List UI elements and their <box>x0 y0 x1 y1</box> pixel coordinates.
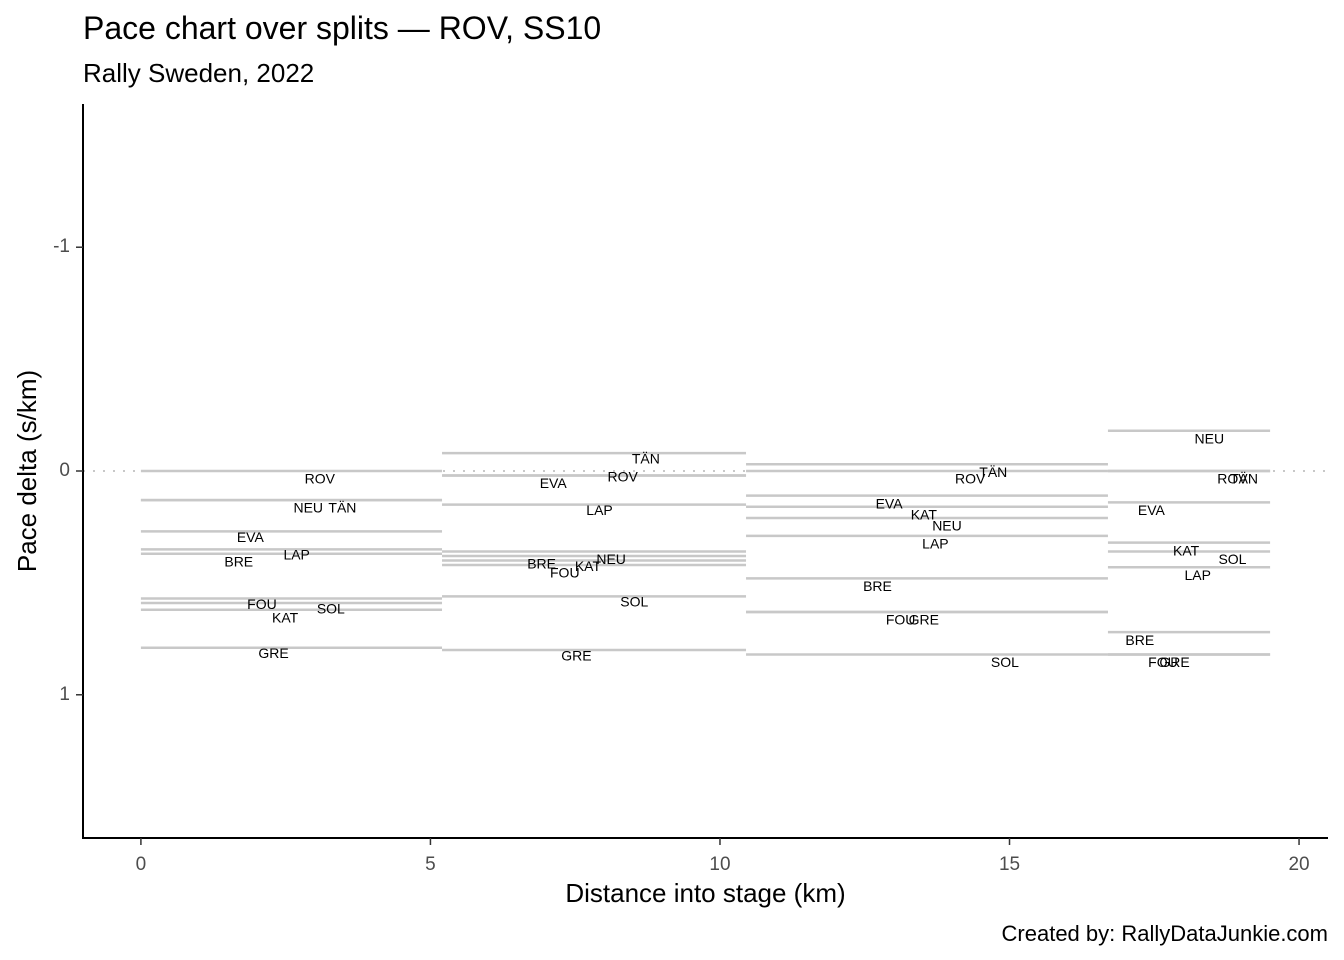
segments-layer <box>83 429 1328 656</box>
driver-label-sol-split-1: SOL <box>317 600 345 616</box>
driver-label-gre-split-2: GRE <box>561 647 591 663</box>
driver-label-fou-split-1: FOU <box>247 596 277 612</box>
x-tick-label: 0 <box>136 854 147 875</box>
driver-label-rov-split-3: ROV <box>955 471 986 487</box>
driver-label-lap-split-1: LAP <box>283 547 309 563</box>
driver-label-bre-split-4: BRE <box>1125 632 1154 648</box>
driver-label-gre-split-3: GRE <box>909 612 939 628</box>
x-tick-label: 20 <box>1288 854 1309 875</box>
driver-label-fou-split-3: FOU <box>886 612 916 628</box>
x-tick-label: 15 <box>999 854 1020 875</box>
driver-label-neu-split-1: NEU <box>293 500 323 516</box>
x-axis-title: Distance into stage (km) <box>565 878 845 908</box>
driver-label-tän-split-3: TÄN <box>979 464 1007 480</box>
driver-label-eva-split-2: EVA <box>540 475 568 491</box>
driver-label-eva-split-4: EVA <box>1138 502 1166 518</box>
driver-label-kat-split-3: KAT <box>911 506 938 522</box>
driver-label-rov-split-1: ROV <box>305 471 336 487</box>
driver-label-sol-split-2: SOL <box>620 594 648 610</box>
driver-label-tän-split-4: TÄN <box>1230 471 1258 487</box>
driver-label-kat-split-4: KAT <box>1173 542 1200 558</box>
driver-label-bre-split-3: BRE <box>863 578 892 594</box>
driver-label-kat-split-2: KAT <box>575 558 602 574</box>
driver-label-eva-split-1: EVA <box>237 529 265 545</box>
driver-label-gre-split-4: GRE <box>1159 654 1189 670</box>
driver-label-sol-split-3: SOL <box>991 654 1019 670</box>
chart-title: Pace chart over splits — ROV, SS10 <box>83 10 602 46</box>
x-tick-label: 10 <box>709 854 730 875</box>
driver-label-bre-split-2: BRE <box>527 556 556 572</box>
y-tick-label: 0 <box>59 460 70 481</box>
chart-subtitle: Rally Sweden, 2022 <box>83 58 315 88</box>
driver-label-neu-split-2: NEU <box>596 551 626 567</box>
driver-label-bre-split-1: BRE <box>224 553 253 569</box>
driver-label-neu-split-3: NEU <box>932 518 962 534</box>
driver-label-kat-split-1: KAT <box>272 609 299 625</box>
axes-layer: 0 5 10 15 20 -1 0 1 Distance into stage (km) Pace… <box>12 104 1328 908</box>
driver-label-tän-split-2: TÄN <box>632 451 660 467</box>
driver-label-lap-split-4: LAP <box>1184 567 1210 583</box>
driver-label-lap-split-2: LAP <box>586 502 612 518</box>
driver-label-neu-split-4: NEU <box>1195 430 1225 446</box>
driver-label-rov-split-4: ROV <box>1217 471 1248 487</box>
x-tick-label: 5 <box>425 854 436 875</box>
y-tick-label: -1 <box>53 236 70 257</box>
driver-label-tän-split-1: TÄN <box>328 500 356 516</box>
driver-label-eva-split-3: EVA <box>876 495 904 511</box>
driver-label-rov-split-2: ROV <box>608 468 639 484</box>
driver-label-fou-split-2: FOU <box>550 565 580 581</box>
driver-label-lap-split-3: LAP <box>922 536 948 552</box>
chart-caption: Created by: RallyDataJunkie.com <box>1001 921 1328 946</box>
y-tick-label: 1 <box>59 684 70 705</box>
driver-label-sol-split-4: SOL <box>1218 551 1246 567</box>
driver-label-gre-split-1: GRE <box>258 645 288 661</box>
driver-label-fou-split-4: FOU <box>1148 654 1178 670</box>
y-axis-title: Pace delta (s/km) <box>12 370 42 572</box>
